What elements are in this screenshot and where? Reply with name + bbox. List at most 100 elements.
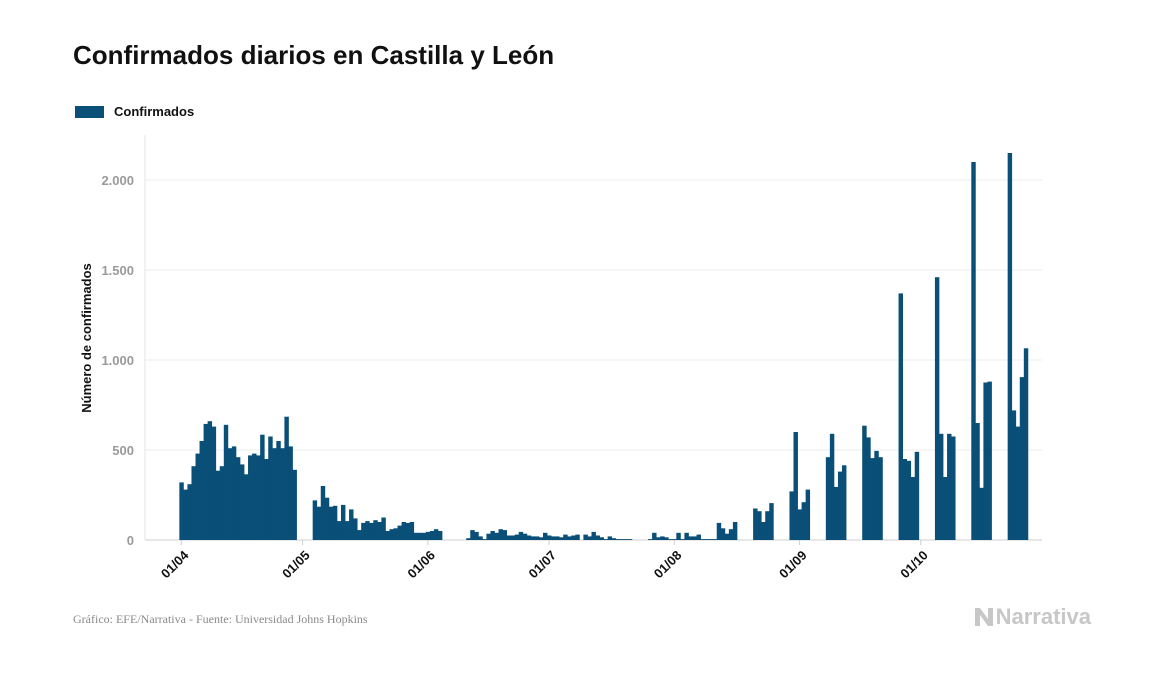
bar bbox=[676, 532, 681, 540]
bar bbox=[1007, 153, 1013, 540]
bar bbox=[898, 293, 903, 540]
bar bbox=[708, 539, 714, 540]
bar bbox=[866, 437, 871, 540]
bar bbox=[648, 539, 653, 540]
bar bbox=[761, 522, 766, 540]
bar bbox=[332, 505, 338, 540]
y-tick-label: 1.000 bbox=[101, 353, 134, 368]
bar bbox=[235, 457, 241, 540]
bar bbox=[211, 426, 217, 540]
bar bbox=[373, 520, 378, 540]
bar bbox=[971, 162, 976, 540]
x-tick-label: 01/04 bbox=[158, 547, 192, 581]
bar bbox=[870, 458, 875, 540]
y-tick-label: 0 bbox=[127, 533, 134, 548]
bar bbox=[793, 432, 798, 540]
bar bbox=[914, 451, 920, 540]
bar bbox=[789, 491, 794, 540]
bar bbox=[603, 539, 609, 540]
bar bbox=[801, 502, 807, 540]
bar bbox=[1023, 348, 1029, 540]
bar bbox=[498, 529, 503, 540]
bar bbox=[975, 423, 980, 540]
chart-legend: Confirmados bbox=[75, 104, 194, 119]
bar bbox=[555, 536, 560, 540]
bar bbox=[466, 538, 471, 540]
bar bbox=[421, 532, 427, 540]
bar bbox=[256, 455, 261, 540]
bar bbox=[365, 521, 370, 540]
bar bbox=[227, 448, 233, 540]
bar bbox=[320, 486, 326, 540]
bar bbox=[389, 529, 394, 540]
bar bbox=[664, 537, 669, 540]
bar bbox=[547, 535, 552, 540]
bar bbox=[530, 536, 536, 540]
bar bbox=[276, 441, 281, 540]
bar bbox=[260, 434, 265, 540]
y-tick-label: 500 bbox=[112, 443, 134, 458]
bar bbox=[223, 424, 229, 540]
bar bbox=[615, 539, 621, 540]
bar bbox=[943, 477, 948, 540]
bar bbox=[571, 535, 576, 540]
bar bbox=[534, 536, 540, 540]
bar bbox=[340, 504, 346, 540]
bar bbox=[381, 517, 386, 540]
bar bbox=[910, 477, 916, 540]
bar bbox=[797, 509, 802, 540]
bar bbox=[765, 511, 770, 540]
bar bbox=[199, 441, 204, 540]
bar bbox=[769, 503, 774, 540]
bar bbox=[656, 537, 661, 540]
bar bbox=[429, 531, 435, 540]
bar bbox=[1015, 426, 1021, 540]
bar bbox=[219, 466, 225, 540]
bar bbox=[757, 511, 762, 540]
bar bbox=[983, 382, 988, 540]
bar bbox=[191, 466, 196, 540]
bar bbox=[401, 522, 407, 540]
bar bbox=[349, 509, 354, 540]
bar bbox=[575, 534, 580, 540]
bar bbox=[248, 455, 253, 540]
chart-title: Confirmados diarios en Castilla y León bbox=[73, 40, 555, 70]
bar bbox=[292, 469, 297, 540]
bar bbox=[264, 459, 269, 540]
bar bbox=[627, 539, 633, 540]
bar bbox=[688, 536, 693, 540]
bar bbox=[284, 416, 289, 540]
bar bbox=[353, 518, 358, 540]
bar bbox=[692, 536, 697, 540]
x-tick-label: 01/10 bbox=[897, 548, 931, 582]
bar bbox=[619, 539, 625, 540]
bar bbox=[902, 459, 908, 540]
bar bbox=[563, 534, 568, 540]
bar bbox=[478, 536, 483, 540]
bar bbox=[316, 506, 322, 540]
bar bbox=[518, 531, 524, 540]
bar bbox=[660, 536, 665, 540]
x-tick-label: 01/07 bbox=[526, 548, 560, 582]
bar bbox=[841, 465, 847, 540]
bar bbox=[526, 535, 532, 540]
y-tick-label: 2.000 bbox=[101, 173, 134, 188]
bar bbox=[652, 532, 657, 540]
bar bbox=[324, 497, 330, 540]
bar bbox=[179, 482, 184, 540]
bar bbox=[369, 522, 374, 540]
bar bbox=[486, 533, 491, 540]
x-tick-label: 01/09 bbox=[776, 548, 810, 582]
bar bbox=[599, 537, 604, 540]
bar bbox=[361, 522, 366, 540]
bar bbox=[409, 522, 415, 540]
brand[interactable]: Narrativa bbox=[974, 604, 1091, 630]
bar bbox=[502, 530, 508, 540]
bar bbox=[243, 474, 249, 540]
bar bbox=[1011, 410, 1017, 540]
bar bbox=[987, 381, 992, 540]
bar bbox=[268, 436, 273, 540]
bar bbox=[704, 539, 710, 540]
bar bbox=[668, 539, 673, 540]
bar bbox=[433, 529, 439, 540]
